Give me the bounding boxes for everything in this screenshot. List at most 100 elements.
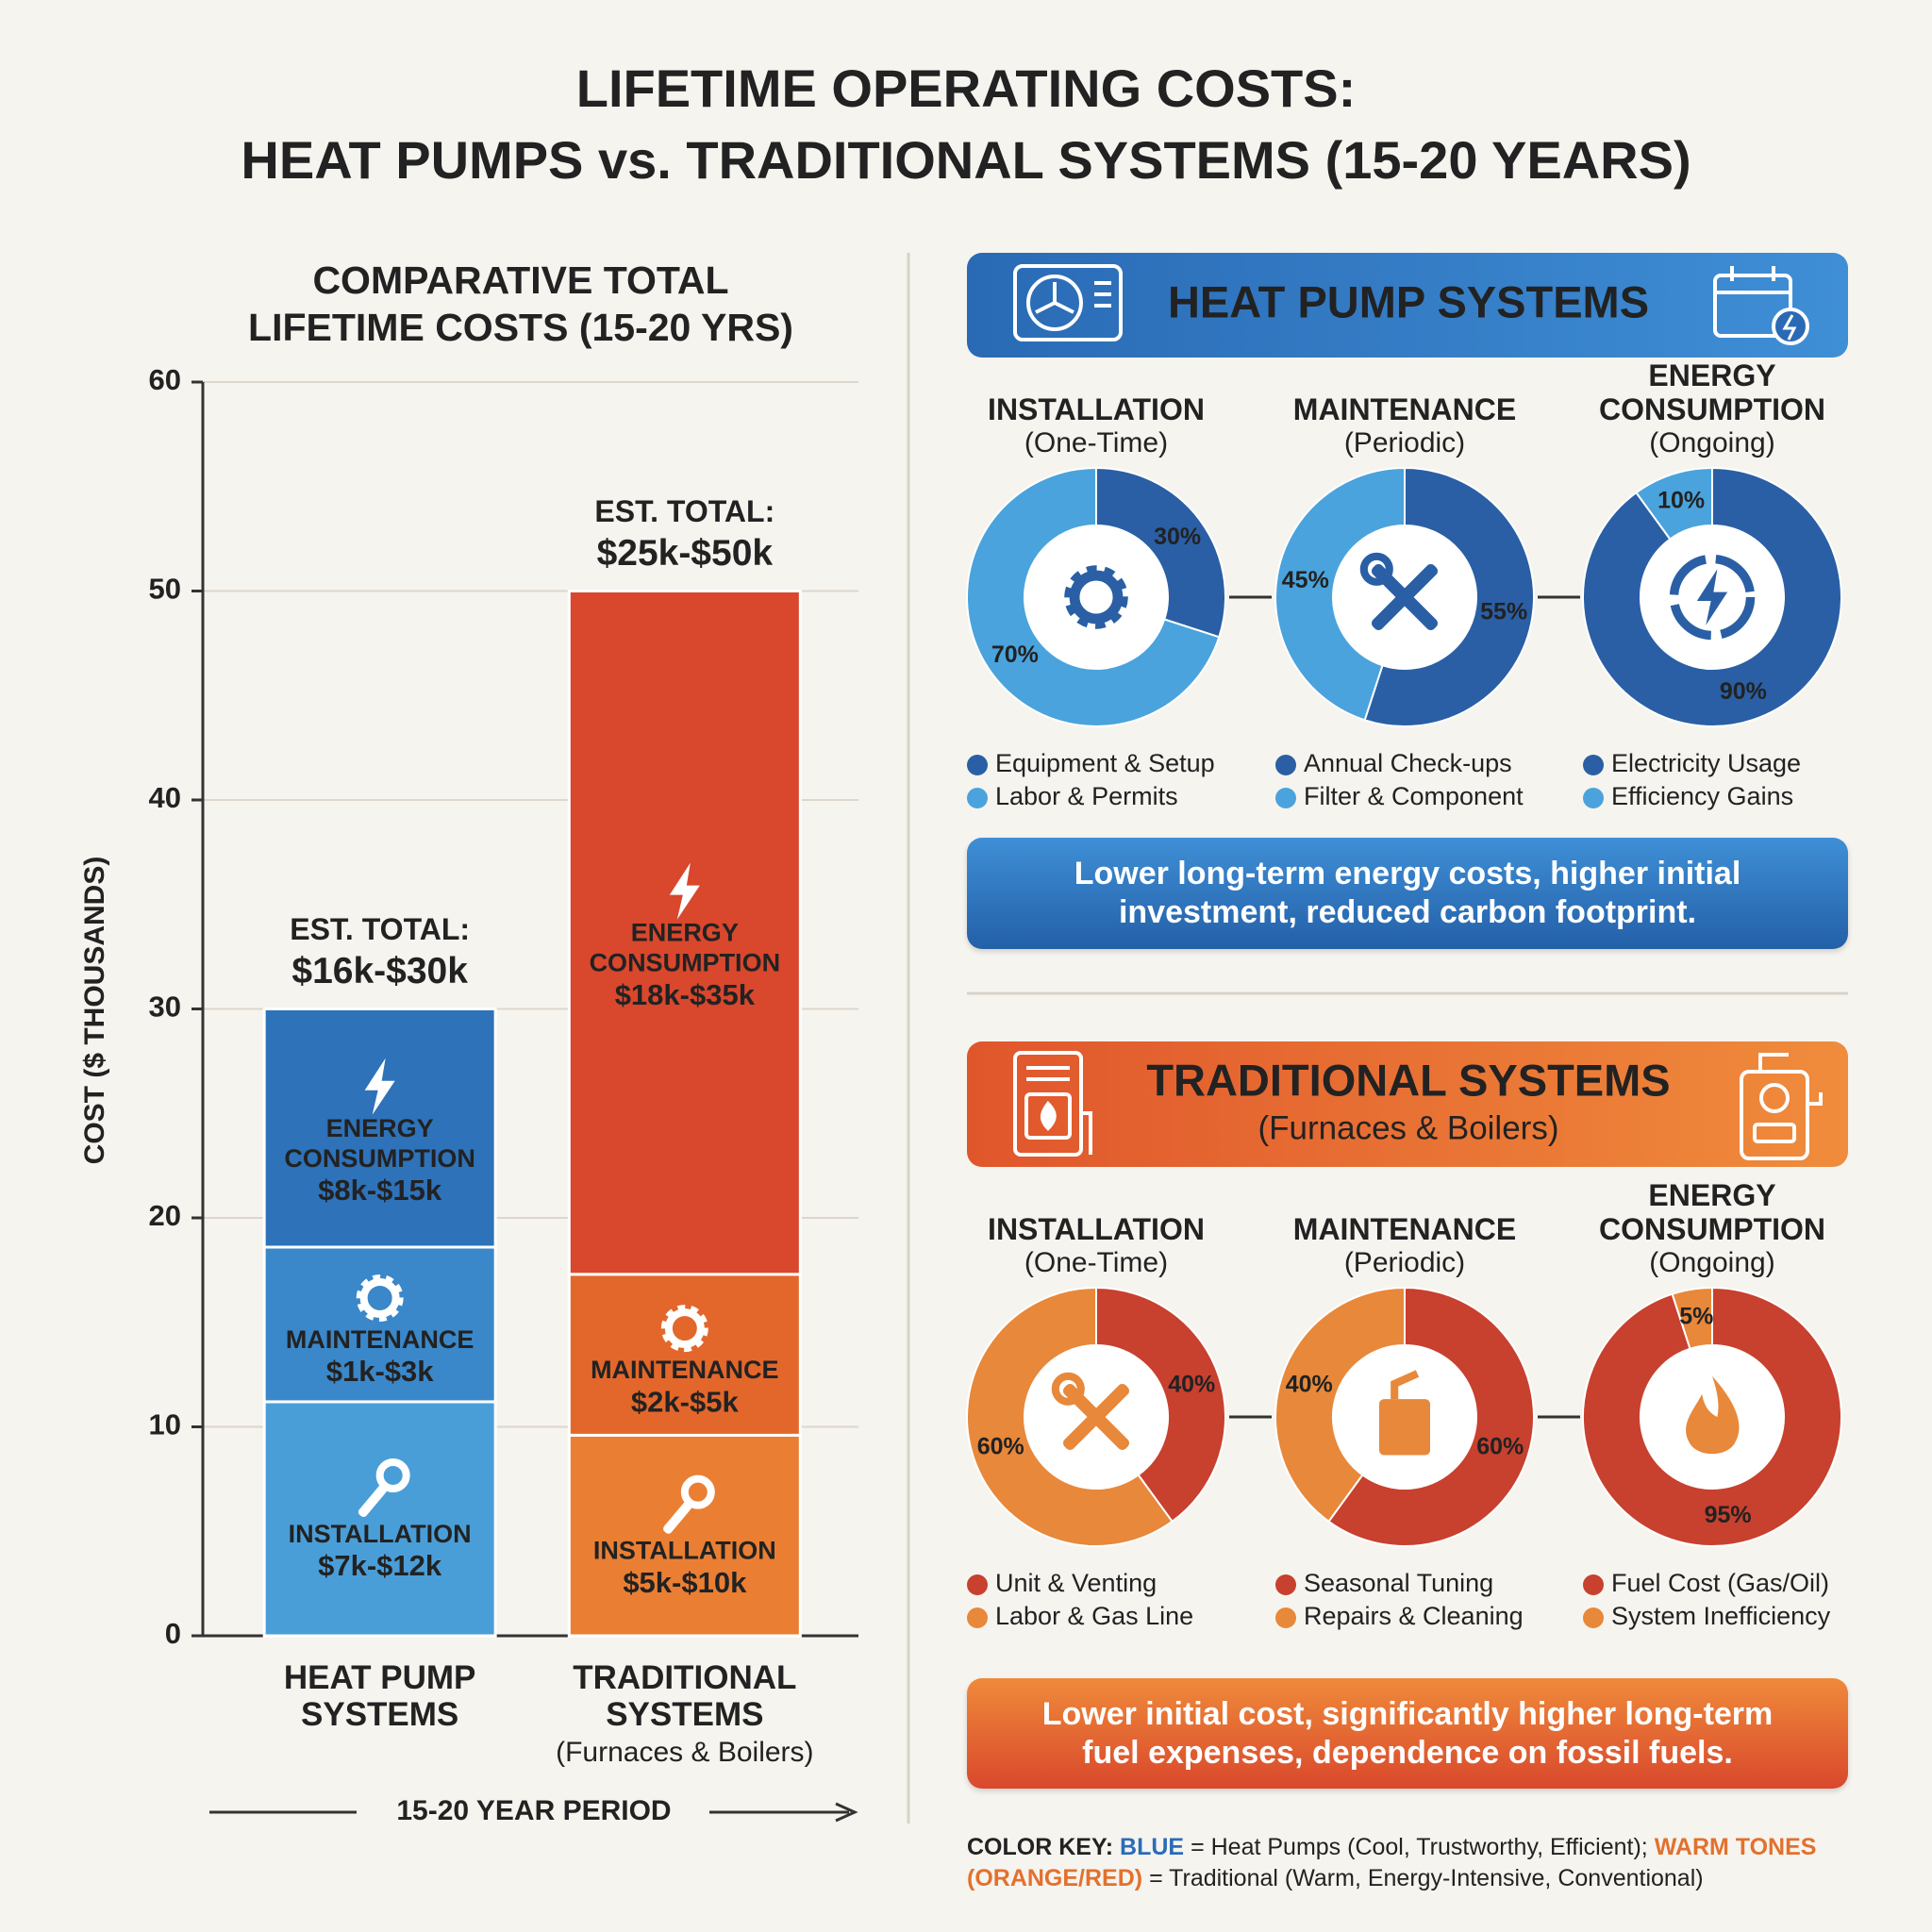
donut-hole: [1024, 525, 1168, 669]
legend-dot: [1275, 755, 1296, 775]
legend-label: Labor & Gas Line: [995, 1602, 1193, 1630]
slice-label: 90%: [1720, 678, 1767, 705]
panel-header: [967, 253, 1848, 358]
x-tick-label: TRADITIONAL SYSTEMS: [573, 1659, 796, 1733]
donut-subtitle: (Periodic): [1344, 427, 1465, 458]
legend-dot: [1275, 788, 1296, 808]
bar-segment: [567, 1433, 802, 1638]
y-tick-label: 10: [149, 1408, 181, 1441]
cycle-icon: [1669, 554, 1756, 641]
boiler-icon: [1740, 1053, 1823, 1160]
segment-range: $18k-$35k: [615, 978, 756, 1011]
page-title: LIFETIME OPERATING COSTS:: [576, 58, 1357, 118]
legend-label: Equipment & Setup: [995, 749, 1215, 777]
slice-label: 70%: [991, 641, 1039, 668]
bolt: [669, 862, 700, 920]
cycle: [1669, 554, 1756, 641]
legend-dot: [1275, 1574, 1296, 1595]
gear-icon: [356, 1274, 404, 1322]
slice-label: 45%: [1282, 567, 1329, 593]
segment-label: ENERGY CONSUMPTION: [590, 919, 781, 977]
gear: [1069, 570, 1124, 625]
tools-icon: [1359, 552, 1438, 630]
ac-icon: [1013, 264, 1123, 341]
wrench-icon: [663, 1474, 715, 1534]
y-tick-label: 0: [165, 1617, 181, 1650]
segment-label: INSTALLATION: [289, 1520, 472, 1548]
x-axis-label: 15-20 YEAR PERIOD: [396, 1795, 671, 1826]
segment-label: MAINTENANCE: [286, 1325, 475, 1354]
y-axis-label: COST ($ THOUSANDS): [79, 857, 110, 1165]
legend-dot: [1583, 755, 1604, 775]
tool: [1359, 552, 1393, 586]
y-tick-label: 50: [149, 573, 181, 606]
donut-title: MAINTENANCE: [1293, 392, 1516, 426]
legend-dot: [967, 1607, 988, 1628]
donut-subtitle: (Ongoing): [1649, 427, 1774, 458]
key-label: COLOR KEY:: [967, 1834, 1114, 1860]
donut-title: MAINTENANCE: [1293, 1212, 1516, 1246]
segment-label: ENERGY CONSUMPTION: [284, 1114, 475, 1173]
segment-range: $1k-$3k: [326, 1355, 435, 1388]
donut-subtitle: (Periodic): [1344, 1247, 1465, 1278]
page-title: HEAT PUMPS vs. TRADITIONAL SYSTEMS (15-2…: [241, 130, 1690, 190]
period-arrowhead: [835, 1802, 858, 1823]
donut-subtitle: (One-Time): [1024, 1247, 1168, 1278]
can: [1379, 1399, 1430, 1456]
panel-title: HEAT PUMP SYSTEMS: [1168, 276, 1649, 326]
furnace-icon: [1013, 1051, 1092, 1157]
bar-segment: [567, 1273, 802, 1437]
slice-label: 40%: [1168, 1372, 1215, 1398]
total-caption: EST. TOTAL:: [290, 912, 470, 946]
legend-dot: [1583, 1607, 1604, 1628]
legend-dot: [1583, 1574, 1604, 1595]
slice-label: 30%: [1154, 524, 1201, 550]
gear: [664, 1308, 705, 1349]
total-label: $16k-$30k: [291, 951, 468, 991]
flame: [1686, 1375, 1740, 1455]
legend-label: Efficiency Gains: [1611, 782, 1793, 810]
legend-label: Labor & Permits: [995, 782, 1178, 810]
tool: [1051, 1372, 1085, 1406]
key-warm: WARM TONES (ORANGE/RED): [967, 1834, 1817, 1891]
segment-range: $7k-$12k: [318, 1549, 442, 1582]
gear-icon: [660, 1305, 708, 1353]
panel-header: [967, 1041, 1848, 1167]
segment-range: $5k-$10k: [623, 1566, 747, 1599]
segment-label: MAINTENANCE: [591, 1356, 779, 1384]
segment-range: $2k-$5k: [631, 1385, 740, 1418]
slice-label: 5%: [1679, 1303, 1713, 1329]
summary-note: Lower long-term energy costs, higher ini…: [967, 838, 1848, 949]
flame-icon: [1686, 1375, 1740, 1455]
legend-label: Repairs & Cleaning: [1304, 1602, 1524, 1630]
legend-dot: [1275, 1607, 1296, 1628]
gear: [359, 1277, 400, 1318]
category-note: (Furnaces & Boilers): [556, 1737, 813, 1768]
summary-note: Lower initial cost, significantly higher…: [967, 1678, 1848, 1789]
key-text: = Traditional (Warm, Energy-Intensive, C…: [1149, 1865, 1704, 1891]
gear-icon: [1064, 565, 1128, 629]
bar-segment: [262, 1245, 497, 1404]
legend-dot: [967, 788, 988, 808]
color-key: COLOR KEY: BLUE = Heat Pumps (Cool, Trus…: [967, 1832, 1901, 1894]
bar-segment: [262, 1400, 497, 1638]
panel-title: TRADITIONAL SYSTEMS: [1146, 1055, 1670, 1105]
legend-label: Seasonal Tuning: [1304, 1569, 1493, 1597]
donut-subtitle: (Ongoing): [1649, 1247, 1774, 1278]
legend-label: Unit & Venting: [995, 1569, 1157, 1597]
total-label: $25k-$50k: [597, 533, 774, 574]
total-caption: EST. TOTAL:: [594, 494, 774, 528]
slice-label: 95%: [1705, 1502, 1752, 1528]
key-text: = Heat Pumps (Cool, Trustworthy, Efficie…: [1191, 1834, 1648, 1860]
legend-label: Annual Check-ups: [1304, 749, 1512, 777]
y-tick-label: 20: [149, 1199, 181, 1232]
calendar-icon: [1713, 266, 1809, 345]
donut-title: INSTALLATION: [988, 1212, 1205, 1246]
donut-title: INSTALLATION: [988, 392, 1205, 426]
slice-label: 40%: [1286, 1372, 1333, 1398]
legend-label: Fuel Cost (Gas/Oil): [1611, 1569, 1829, 1597]
slice-label: 60%: [977, 1434, 1024, 1460]
panel-subtitle: (Furnaces & Boilers): [1258, 1109, 1559, 1146]
